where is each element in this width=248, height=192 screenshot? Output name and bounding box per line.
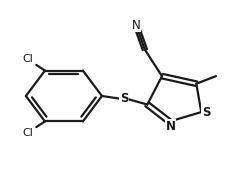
Text: Cl: Cl [22, 128, 33, 138]
Text: Cl: Cl [22, 54, 33, 64]
Text: S: S [120, 92, 128, 105]
Text: N: N [132, 19, 141, 31]
Text: S: S [202, 106, 211, 119]
Text: N: N [166, 120, 176, 133]
